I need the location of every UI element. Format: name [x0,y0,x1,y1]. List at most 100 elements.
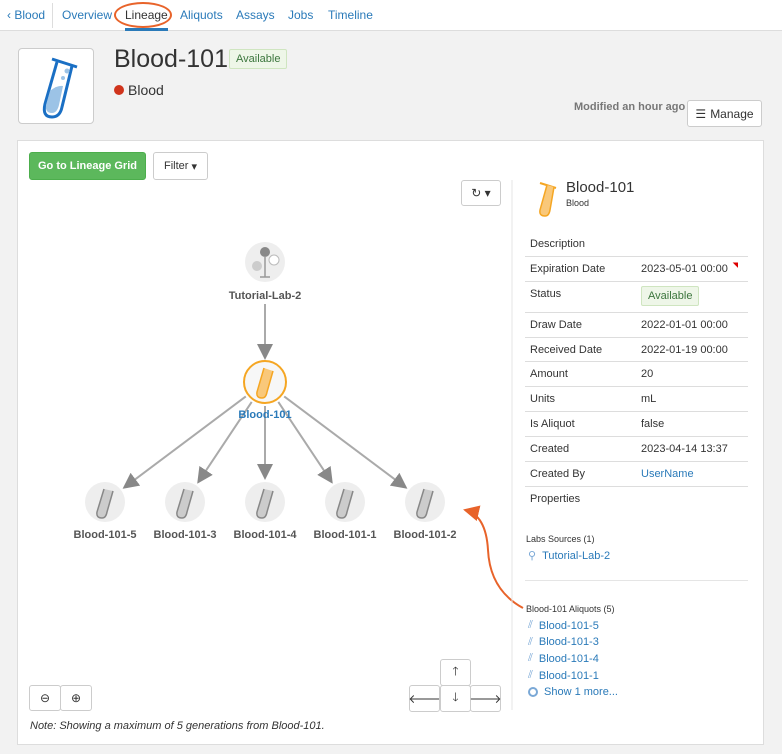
test-tube-icon [42,57,78,119]
status-badge: Available [641,286,700,306]
node-label: Blood-101-3 [153,529,217,541]
modified-text: Modified an hour ago [574,101,686,113]
pan-down-button[interactable]: 🡓 [440,685,471,712]
detail-row: Amount 20 [525,362,748,387]
aliquot-link[interactable]: ⫽ Blood-101-5 [528,619,599,632]
aliquot-label: Blood-101-3 [538,636,599,649]
node-blood-101-1[interactable] [325,482,365,522]
aliquot-link[interactable]: ⫽ Blood-101-1 [528,669,599,682]
edge [277,401,333,484]
detail-row: Draw Date 2022-01-01 00:00 [525,313,748,338]
sample-icon-box [18,48,94,124]
filter-label: Filter [163,160,189,172]
detail-row: Expiration Date 2023-05-01 00:00 ◥ [525,257,748,282]
detail-row: Description [525,232,748,257]
detail-value[interactable]: UserName [641,468,694,480]
node-tutorial-lab-2[interactable] [245,242,285,282]
reset-button[interactable]: ↻ ▾ [461,180,501,206]
aliquots-header: Blood-101 Aliquots (5) [526,604,615,614]
type-dot-icon [114,85,124,95]
details-subtitle: Blood [566,198,590,208]
detail-label: Properties [530,493,581,505]
detail-value: 2022-01-19 00:00 [641,344,728,356]
tube-icon: ⫽ [528,635,533,648]
tube-icon: ⫽ [528,652,533,665]
type-label: Blood [128,82,164,98]
aliquot-link[interactable]: ⫽ Blood-101-3 [528,636,599,649]
zoom-in-button[interactable]: ⊕ [60,685,92,711]
tube-icon [539,182,557,217]
node-blood-101-2[interactable] [405,482,445,522]
detail-value: 2022-01-01 00:00 [641,319,728,331]
detail-row: Received Date 2022-01-19 00:00 [525,338,748,362]
detail-label: Is Aliquot [530,418,575,430]
menu-icon: ☰ [695,106,707,121]
aliquot-link[interactable]: ⫽ Blood-101-4 [528,652,599,665]
tube-icon: ⫽ [528,619,533,631]
detail-value: 20 [641,368,654,380]
detail-value: 2023-04-14 13:37 [641,443,728,455]
arrow-right-icon: 🡒 [469,692,502,706]
detail-row: Properties [525,487,748,512]
aliquot-label: Blood-101-5 [538,619,599,632]
generations-note: Note: Showing a maximum of 5 generations… [30,720,325,732]
node-label: Blood-101-1 [313,529,377,541]
tube-icon: ⫽ [528,669,533,682]
detail-row: Created By UserName [525,462,748,487]
details-title: Blood-101 [566,179,635,196]
edge [197,401,253,484]
arrow-down-icon: 🡓 [452,690,459,704]
annotation-ellipse [114,2,172,28]
pan-left-button[interactable]: 🡐 [408,685,441,712]
detail-label: Expiration Date [530,263,606,275]
comment-flag-icon: ◥ [732,262,738,269]
detail-label: Received Date [530,344,603,356]
top-nav: ‹ Blood Overview Lineage Aliquots Assays… [0,0,782,31]
arrow-left-icon: 🡐 [408,692,441,706]
manage-button[interactable]: ☰ Manage [687,100,762,127]
filter-button[interactable]: Filter ▾ [153,152,208,180]
detail-value: mL [641,393,657,405]
tab-assays[interactable]: Assays [236,8,275,22]
lineage-grid-button[interactable]: Go to Lineage Grid [29,152,146,180]
pan-right-button[interactable]: 🡒 [469,685,502,712]
detail-label: Units [530,393,556,405]
sources-header: Labs Sources (1) [526,534,595,544]
aliquot-label: Blood-101-1 [538,669,599,682]
show-more-label: Show 1 more... [544,686,618,698]
pan-up-button[interactable]: 🡑 [440,659,471,686]
back-label: Blood [14,8,46,22]
detail-label: Draw Date [530,319,582,331]
circle-icon [528,687,538,697]
page-title: Blood-101 [114,45,228,73]
annotation-arrow [463,505,524,609]
node-blood-101-4[interactable] [245,482,285,522]
detail-label: Description [530,238,586,250]
divider [525,580,748,581]
back-link[interactable]: ‹ Blood [7,8,46,22]
tab-jobs[interactable]: Jobs [288,8,314,22]
tab-overview[interactable]: Overview [62,8,113,22]
detail-row: Units mL [525,387,748,412]
node-blood-101-5[interactable] [85,482,125,522]
edge [122,395,247,489]
node-blood-101[interactable] [243,360,287,404]
status-badge: Available [229,49,288,69]
show-more-link[interactable]: Show 1 more... [528,686,618,698]
source-link[interactable]: ⚲ Tutorial-Lab-2 [528,549,610,563]
tab-aliquots[interactable]: Aliquots [180,8,223,22]
detail-row: Is Aliquot false [525,412,748,437]
node-label: Blood-101-4 [233,529,297,541]
refresh-icon: ↻ ▾ [471,186,491,200]
sample-type: Blood [114,82,164,98]
node-blood-101-3[interactable] [165,482,205,522]
node-label: Blood-101-5 [73,529,137,541]
arrow-up-icon: 🡑 [452,664,459,678]
zoom-in-icon: ⊕ [70,691,82,705]
zoom-out-button[interactable]: ⊖ [29,685,61,711]
node-label: Tutorial-Lab-2 [228,290,302,302]
zoom-out-icon: ⊖ [39,691,51,705]
tab-timeline[interactable]: Timeline [328,8,373,22]
manage-label: Manage [710,106,754,121]
